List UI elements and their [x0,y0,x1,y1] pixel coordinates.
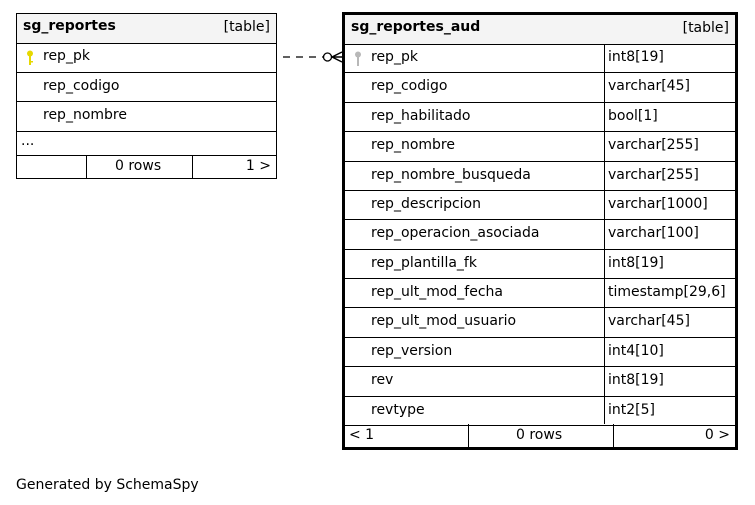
column-row[interactable]: rep_ult_mod_fecha timestamp[29,6] [345,279,735,308]
column-type: int8[19] [608,49,664,65]
column-type: int8[19] [608,255,664,271]
column-name: rep_nombre [371,137,455,153]
column-name: rep_habilitado [371,108,471,124]
row-count: 0 rows [516,427,563,443]
relationship-connector [283,51,343,63]
column-type: varchar[45] [608,78,690,94]
column-type: bool[1] [608,108,658,124]
parent-count[interactable]: < 1 [349,427,375,443]
column-row[interactable]: rep_codigo varchar[45] [345,73,735,103]
column-name: rev [371,372,394,388]
column-type: int4[10] [608,343,664,359]
column-name: rep_pk [43,48,90,64]
table-name: sg_reportes [23,18,116,34]
table-footer: < 1 0 rows 0 > [345,424,735,447]
column-name: rep_operacion_asociada [371,225,540,241]
column-name: rep_plantilla_fk [371,255,477,271]
column-name: rep_nombre_busqueda [371,167,531,183]
column-row[interactable]: rep_nombre [17,102,276,132]
column-type: int8[19] [608,372,664,388]
table-header: sg_reportes [table] [17,14,276,44]
column-name: rep_pk [371,49,418,65]
child-count[interactable]: 1 > [245,158,271,174]
child-count[interactable]: 0 > [704,427,730,443]
table-header: sg_reportes_aud [table] [345,15,735,45]
column-name: rep_descripcion [371,196,481,212]
column-row[interactable]: rep_operacion_asociada varchar[100] [345,220,735,250]
column-type: varchar[1000] [608,196,708,212]
column-row[interactable]: revtype int2[5] [345,397,735,426]
table-footer: 0 rows 1 > [17,155,276,178]
column-row[interactable]: rep_nombre_busqueda varchar[255] [345,162,735,191]
zero-cardinality-icon [322,52,333,62]
table-sg-reportes[interactable]: sg_reportes [table] rep_pk rep_codigo re… [16,13,277,179]
column-type: varchar[255] [608,167,699,183]
column-name: rep_ult_mod_usuario [371,313,517,329]
column-row[interactable]: rep_nombre varchar[255] [345,132,735,162]
column-row[interactable]: rep_plantilla_fk int8[19] [345,250,735,279]
primary-key-icon [355,51,361,66]
table-name: sg_reportes_aud [351,19,481,35]
column-name: rep_version [371,343,453,359]
column-type: varchar[100] [608,225,699,241]
column-row[interactable]: rep_descripcion varchar[1000] [345,191,735,220]
column-name: rep_ult_mod_fecha [371,284,503,300]
column-row[interactable]: rep_codigo [17,73,276,102]
column-name: rep_nombre [43,107,127,123]
crows-foot-icon [331,51,343,63]
column-type: varchar[255] [608,137,699,153]
column-row[interactable]: rep_ult_mod_usuario varchar[45] [345,308,735,338]
column-name: revtype [371,402,425,418]
column-type: timestamp[29,6] [608,284,726,300]
column-name: rep_codigo [371,78,448,94]
table-kind: [table] [223,19,270,35]
generated-by-text: Generated by SchemaSpy [16,477,199,493]
column-row[interactable]: rep_pk int8[19] [345,44,735,73]
column-name: rep_codigo [43,78,120,94]
column-type: varchar[45] [608,313,690,329]
table-sg-reportes-aud[interactable]: sg_reportes_aud [table] rep_pk int8[19] re… [342,12,738,450]
table-kind: [table] [682,20,729,36]
column-row[interactable]: rev int8[19] [345,367,735,397]
column-row[interactable]: rep_pk [17,43,276,73]
more-columns: ... [21,133,35,149]
primary-key-icon [27,50,33,65]
column-row[interactable]: rep_habilitado bool[1] [345,103,735,132]
column-type: int2[5] [608,402,655,418]
type-divider [604,44,605,424]
column-row[interactable]: rep_version int4[10] [345,338,735,367]
row-count: 0 rows [115,158,162,174]
more-columns-row[interactable]: ... [17,132,276,156]
